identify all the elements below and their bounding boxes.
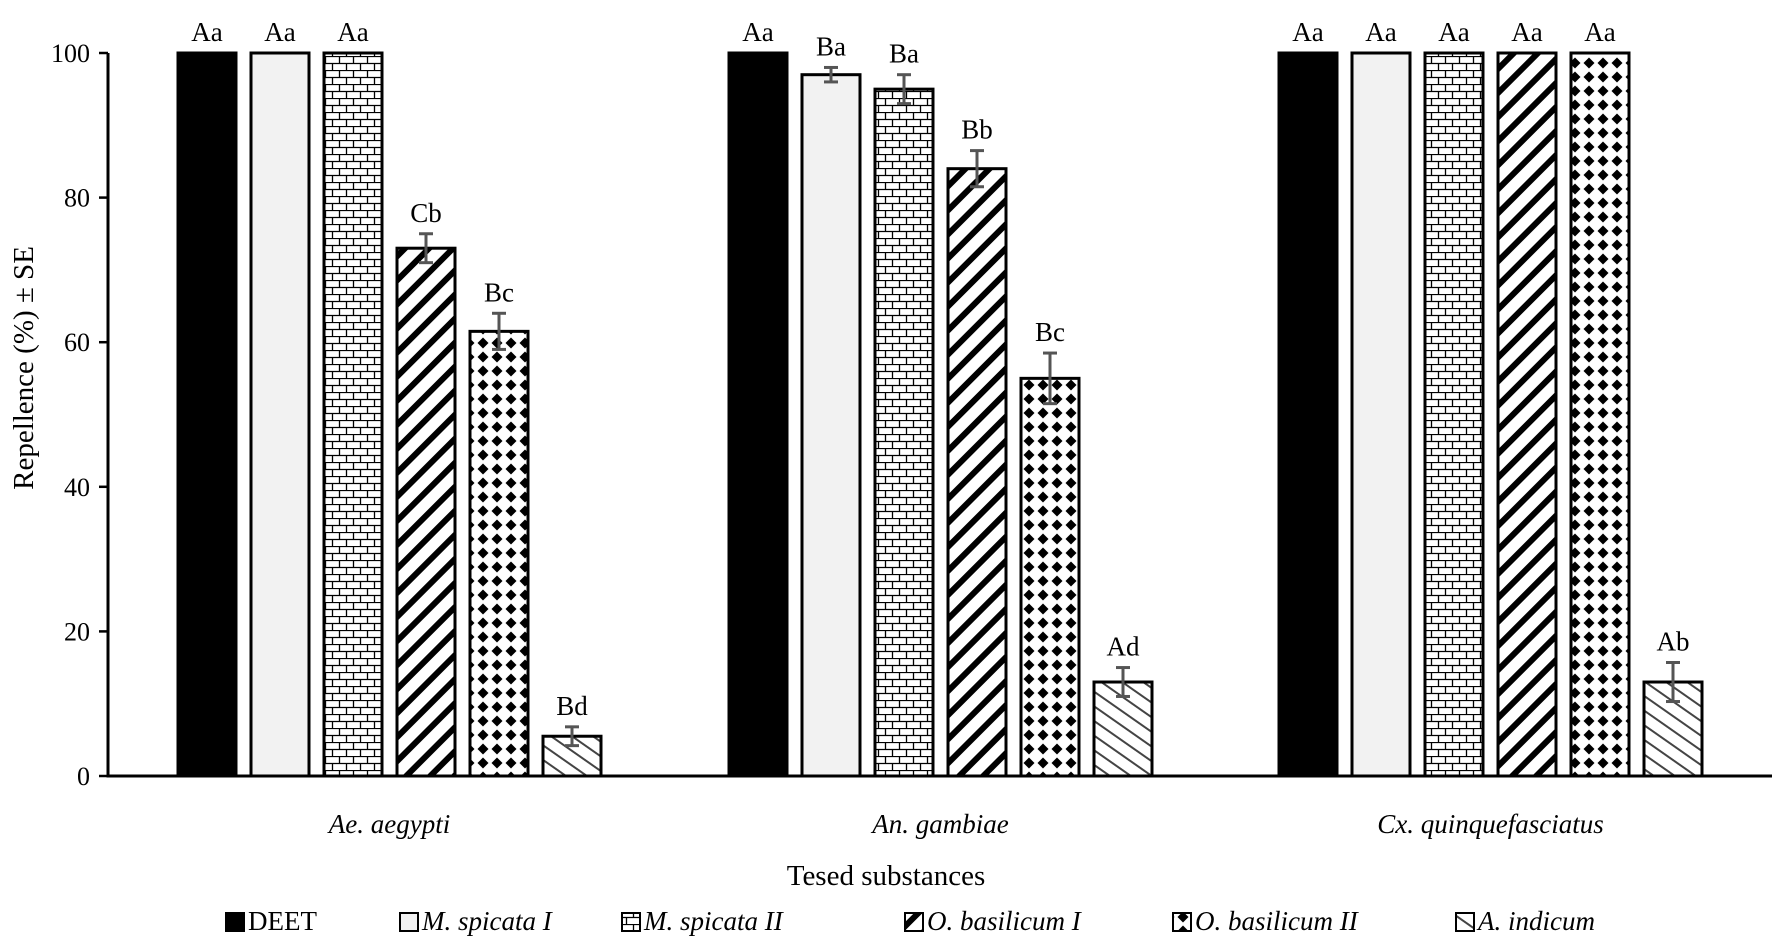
bar-cx-quinquefasciatus-series-4 [1496, 51, 1558, 778]
y-tick-label-20: 20 [64, 617, 90, 646]
bar-cx-quinquefasciatus-series-2 [1350, 51, 1412, 778]
error-bar-an-gambiae-series-3 [897, 73, 911, 106]
bar-label-cx-quinquefasciatus-series-6: Ab [1657, 626, 1690, 656]
bars-group [176, 51, 1704, 778]
error-bar-an-gambiae-series-5 [1043, 351, 1057, 406]
bar-label-ae-aegypti-series-1: Aa [191, 17, 222, 47]
y-axis-title: Repellence (%) ± SE [8, 246, 40, 490]
y-tick-label-100: 100 [51, 39, 90, 68]
bar-label-cx-quinquefasciatus-series-3: Aa [1438, 17, 1469, 47]
bar-letter-labels: Aa Aa Aa Cb Bc Bd Aa Ba Ba Bb Bc Ad Aa Aa Aa Aa Aa Ab [191, 17, 1689, 721]
y-tick-label-60: 60 [64, 328, 90, 357]
bar-label-ae-aegypti-series-5: Bc [484, 277, 514, 307]
bar-label-an-gambiae-series-2: Ba [816, 31, 846, 61]
legend-label-4: O. basilicum I [927, 906, 1083, 936]
error-bar-ae-aegypti-series-5 [492, 311, 506, 351]
bar-label-an-gambiae-series-3: Ba [889, 39, 919, 69]
bar-ae-aegypti-series-5 [468, 329, 530, 778]
error-bar-cx-quinquefasciatus-series-6 [1666, 660, 1680, 704]
y-tick-label-40: 40 [64, 473, 90, 502]
bar-label-cx-quinquefasciatus-series-2: Aa [1365, 17, 1396, 47]
bar-cx-quinquefasciatus-series-5 [1569, 51, 1631, 778]
legend-swatch-3 [621, 912, 641, 932]
error-bar-an-gambiae-series-6 [1116, 666, 1130, 698]
bar-an-gambiae-series-3 [873, 87, 935, 778]
bar-label-cx-quinquefasciatus-series-4: Aa [1511, 17, 1542, 47]
y-tick-label-0: 0 [77, 762, 90, 791]
bar-label-an-gambiae-series-6: Ad [1107, 632, 1140, 662]
legend-swatch-4 [904, 912, 924, 932]
legend-label-6: A. indicum [1476, 906, 1595, 936]
bar-cx-quinquefasciatus-series-1 [1277, 51, 1339, 778]
x-axis-title: Tesed substances [787, 860, 986, 892]
bar-label-cx-quinquefasciatus-series-5: Aa [1584, 17, 1615, 47]
y-tick-label-80: 80 [64, 184, 90, 213]
bar-cx-quinquefasciatus-series-3 [1423, 51, 1485, 778]
bar-label-ae-aegypti-series-2: Aa [264, 17, 295, 47]
legend-label-2: M. spicata I [421, 906, 554, 936]
bar-label-an-gambiae-series-1: Aa [742, 17, 773, 47]
error-bar-ae-aegypti-series-6 [565, 725, 579, 748]
bar-label-ae-aegypti-series-6: Bd [556, 691, 588, 721]
axes: 0 20 40 60 80 100 Ae. aegypti An. gambiae Cx. qu… [51, 39, 1772, 839]
bar-an-gambiae-series-2 [800, 73, 862, 778]
bar-label-an-gambiae-series-4: Bb [961, 115, 993, 145]
error-bar-an-gambiae-series-4 [970, 149, 984, 189]
bar-an-gambiae-series-4 [946, 167, 1008, 778]
bar-an-gambiae-series-1 [727, 51, 789, 778]
legend-swatch-2 [399, 912, 419, 932]
bar-label-ae-aegypti-series-4: Cb [410, 198, 442, 228]
error-bar-an-gambiae-series-2 [824, 65, 838, 84]
category-label-ae-aegypti: Ae. aegypti [327, 809, 450, 839]
bar-label-cx-quinquefasciatus-series-1: Aa [1292, 17, 1323, 47]
category-label-cx-quinquefasciatus: Cx. quinquefasciatus [1377, 809, 1603, 839]
bar-ae-aegypti-series-2 [249, 51, 311, 778]
legend-swatch-5 [1172, 912, 1192, 932]
legend-label-5: O. basilicum II [1195, 906, 1360, 936]
bar-label-an-gambiae-series-5: Bc [1035, 317, 1065, 347]
bar-ae-aegypti-series-4 [395, 246, 457, 778]
bar-ae-aegypti-series-3 [322, 51, 384, 778]
legend-label-1: DEET [248, 906, 317, 936]
legend-swatch-1 [225, 912, 245, 932]
bar-ae-aegypti-series-1 [176, 51, 238, 778]
legend-swatch-6 [1455, 912, 1475, 932]
legend: DEET M. spicata I M. spicata II O. basilicu… [225, 906, 1595, 936]
category-label-an-gambiae: An. gambiae [870, 809, 1008, 839]
legend-label-3: M. spicata II [643, 906, 785, 936]
bar-an-gambiae-series-5 [1019, 376, 1081, 778]
bar-label-ae-aegypti-series-3: Aa [337, 17, 368, 47]
error-bar-ae-aegypti-series-4 [419, 232, 433, 265]
